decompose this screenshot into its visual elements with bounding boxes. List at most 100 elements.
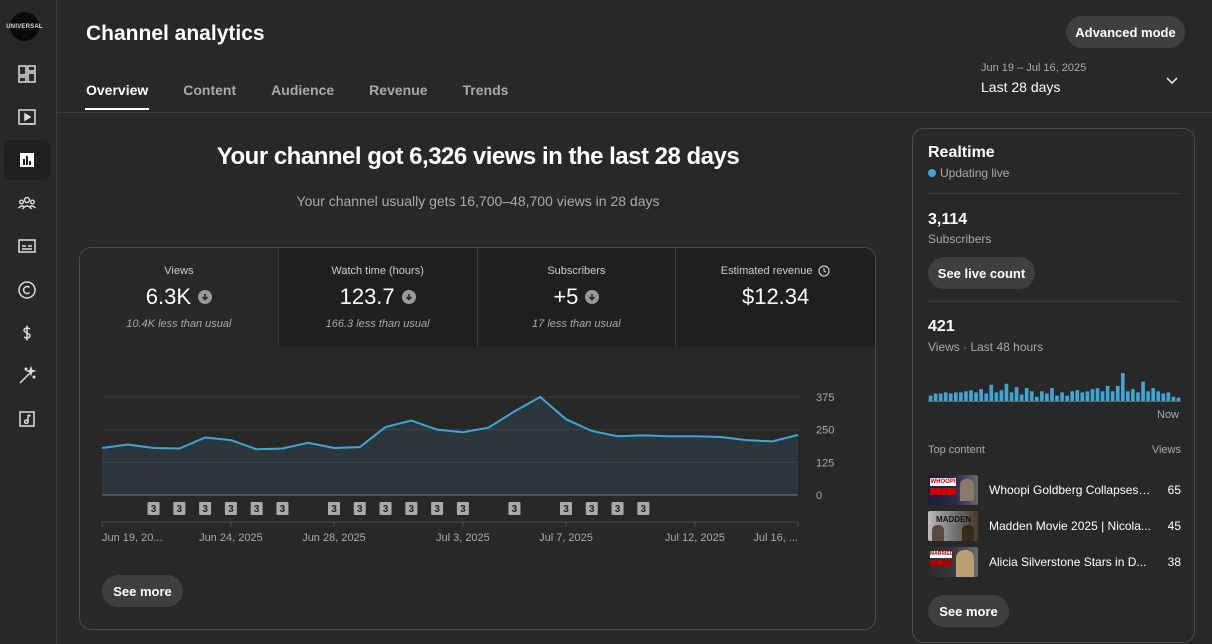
realtime-bar[interactable]	[1176, 397, 1181, 401]
top-content-item[interactable]: MADDEN Madden Movie 2025 | Nicola... 45	[928, 511, 1181, 541]
upload-marker[interactable]	[250, 502, 263, 515]
data-point[interactable]	[590, 429, 593, 432]
realtime-bar[interactable]	[1141, 381, 1145, 401]
data-point[interactable]	[384, 426, 387, 429]
data-point[interactable]	[668, 435, 671, 438]
upload-marker[interactable]	[199, 502, 212, 515]
realtime-bar[interactable]	[1126, 391, 1130, 401]
views-chart[interactable]: 0 125 250 375 3 3 3 3 3 3 3 3 3 3 3 3 3 3 3 3 3 Jun 19, 20...…	[80, 347, 876, 567]
sidebar-item-copyright[interactable]	[4, 270, 50, 310]
upload-marker[interactable]	[560, 502, 572, 515]
realtime-bar[interactable]	[1120, 373, 1125, 401]
sidebar-item-analytics[interactable]	[4, 140, 50, 180]
data-point[interactable]	[745, 439, 748, 442]
data-point[interactable]	[436, 428, 439, 431]
data-point[interactable]	[178, 447, 181, 450]
advanced-mode-button[interactable]: Advanced mode	[1066, 16, 1185, 48]
sidebar-item-dashboard[interactable]	[4, 54, 50, 94]
upload-marker[interactable]	[173, 502, 186, 515]
realtime-bar[interactable]	[1115, 385, 1120, 401]
data-point[interactable]	[771, 440, 774, 443]
upload-marker[interactable]	[379, 502, 392, 515]
upload-marker[interactable]	[637, 502, 650, 515]
tab-trends[interactable]: Trends	[462, 82, 509, 98]
data-point[interactable]	[616, 435, 619, 438]
realtime-bar[interactable]	[1055, 395, 1059, 401]
see-live-count-button[interactable]: See live count	[928, 257, 1035, 289]
realtime-bar[interactable]	[928, 395, 933, 401]
sidebar-item-subtitles[interactable]	[4, 226, 50, 266]
realtime-bar[interactable]	[1014, 387, 1019, 401]
data-point[interactable]	[281, 447, 284, 450]
data-point[interactable]	[101, 446, 104, 449]
data-point[interactable]	[410, 419, 413, 422]
data-point[interactable]	[333, 446, 336, 449]
sidebar-item-customization[interactable]	[4, 356, 50, 396]
tab-audience[interactable]: Audience	[271, 82, 335, 98]
data-point[interactable]	[307, 441, 310, 444]
realtime-bar[interactable]	[1040, 391, 1044, 401]
metric-revenue[interactable]: Estimated revenue $12.34	[676, 248, 875, 347]
data-point[interactable]	[487, 426, 490, 429]
realtime-bar[interactable]	[1075, 390, 1080, 401]
realtime-bar[interactable]	[1050, 388, 1054, 401]
realtime-bar[interactable]	[1045, 393, 1049, 401]
data-point[interactable]	[126, 443, 129, 446]
realtime-see-more-button[interactable]: See more	[928, 595, 1009, 627]
upload-marker[interactable]	[431, 502, 444, 515]
metric-watch-time[interactable]: Watch time (hours) 123.7 166.3 less than…	[278, 248, 478, 347]
realtime-bar[interactable]	[1085, 391, 1090, 401]
realtime-bar[interactable]	[959, 392, 963, 401]
realtime-bar[interactable]	[1095, 388, 1100, 401]
tab-overview[interactable]: Overview	[84, 82, 150, 110]
upload-marker[interactable]	[456, 502, 469, 515]
data-point[interactable]	[565, 418, 568, 421]
realtime-bar[interactable]	[1024, 388, 1029, 401]
top-content-item[interactable]: WHOOPI Whoopi Goldberg Collapses ... 65	[928, 475, 1181, 505]
data-point[interactable]	[152, 446, 155, 449]
realtime-bar[interactable]	[999, 390, 1004, 401]
upload-marker[interactable]	[611, 502, 624, 515]
tab-revenue[interactable]: Revenue	[369, 82, 428, 98]
tab-content[interactable]: Content	[183, 82, 237, 98]
date-range-picker[interactable]: Jun 19 – Jul 16, 2025 Last 28 days	[981, 62, 1086, 95]
realtime-bar[interactable]	[1004, 383, 1009, 401]
realtime-bar[interactable]	[1019, 394, 1024, 401]
upload-marker[interactable]	[405, 502, 418, 515]
realtime-bar[interactable]	[943, 392, 948, 401]
realtime-bar[interactable]	[969, 390, 973, 401]
data-point[interactable]	[693, 435, 696, 438]
see-more-button[interactable]: See more	[102, 575, 183, 607]
upload-marker[interactable]	[276, 502, 289, 515]
realtime-bar[interactable]	[933, 393, 938, 401]
realtime-bar[interactable]	[1065, 395, 1069, 401]
realtime-bar[interactable]	[989, 384, 994, 401]
upload-marker[interactable]	[328, 502, 340, 515]
data-point[interactable]	[719, 435, 722, 438]
realtime-bar[interactable]	[979, 389, 983, 401]
realtime-bar[interactable]	[974, 392, 978, 401]
metric-views[interactable]: Views 6.3K 10.4K less than usual	[80, 248, 279, 347]
realtime-bar[interactable]	[1029, 391, 1034, 401]
data-point[interactable]	[797, 433, 800, 436]
realtime-bar[interactable]	[1090, 389, 1095, 401]
realtime-bar-chart[interactable]	[928, 372, 1181, 402]
data-point[interactable]	[513, 410, 516, 413]
realtime-bar[interactable]	[1131, 389, 1135, 401]
realtime-bar[interactable]	[1151, 388, 1155, 401]
realtime-bar[interactable]	[1070, 391, 1075, 401]
chevron-down-icon[interactable]	[1164, 72, 1180, 88]
realtime-bar[interactable]	[1060, 392, 1064, 401]
realtime-bar[interactable]	[964, 391, 968, 401]
data-point[interactable]	[358, 446, 361, 449]
realtime-bar[interactable]	[994, 392, 999, 401]
realtime-bar[interactable]	[938, 393, 943, 401]
metric-subscribers[interactable]: Subscribers +5 17 less than usual	[477, 248, 677, 347]
data-point[interactable]	[539, 396, 542, 399]
realtime-bar[interactable]	[1161, 393, 1166, 401]
data-point[interactable]	[461, 431, 464, 434]
upload-marker[interactable]	[353, 502, 366, 515]
sidebar-item-community[interactable]	[4, 183, 50, 223]
realtime-bar[interactable]	[1009, 392, 1014, 401]
upload-marker[interactable]	[147, 502, 160, 515]
